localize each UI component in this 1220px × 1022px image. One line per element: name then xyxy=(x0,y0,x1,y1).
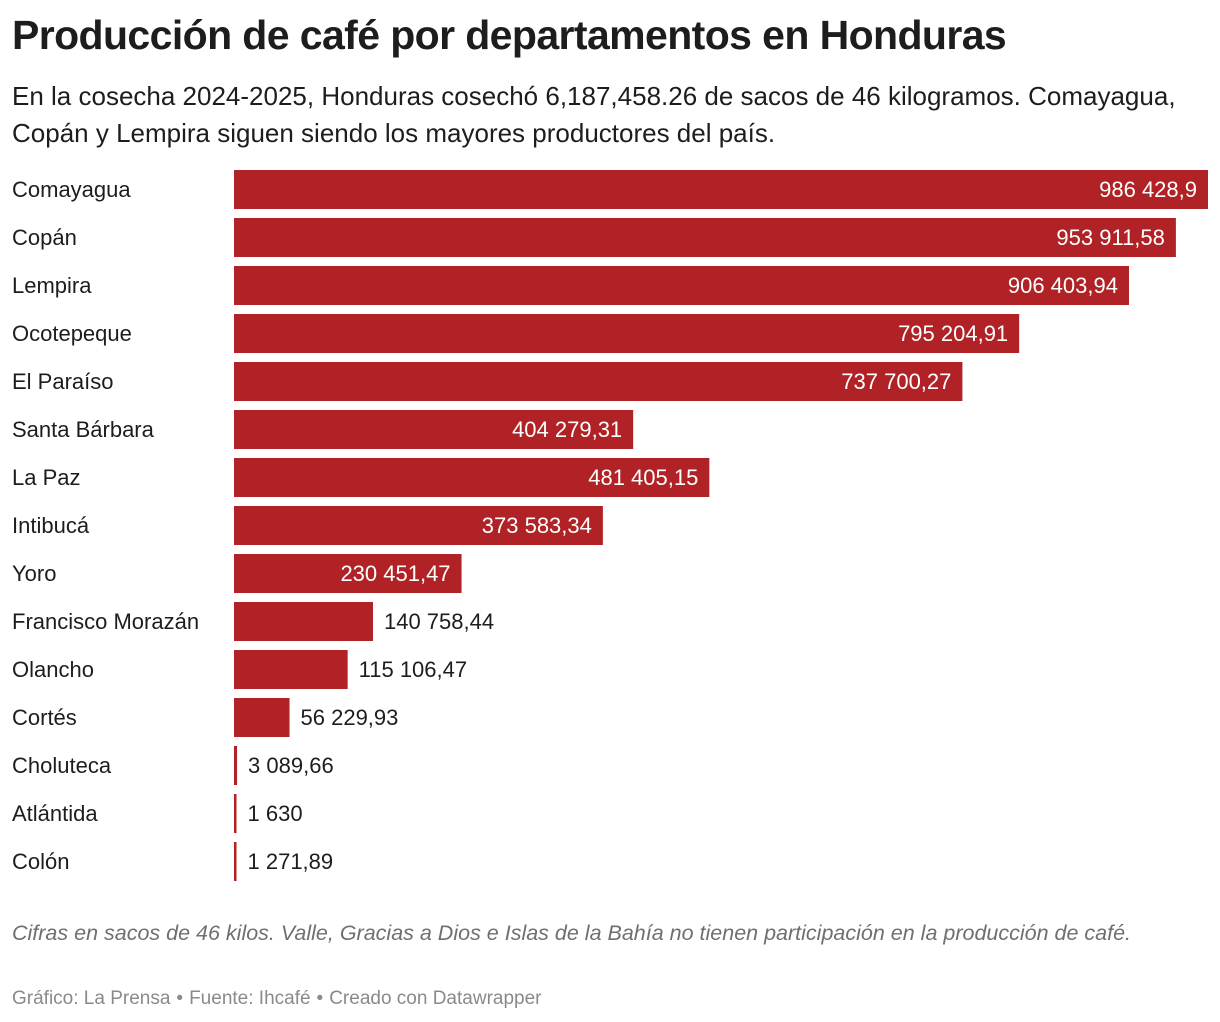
chart-title: Producción de café por departamentos en … xyxy=(12,12,1007,58)
value-label: 56 229,93 xyxy=(301,705,399,730)
category-label: Comayagua xyxy=(12,177,131,202)
category-label: Cortés xyxy=(12,705,77,730)
footer-source: Fuente: Ihcafé xyxy=(189,988,311,1009)
value-label: 115 106,47 xyxy=(359,657,467,682)
bar xyxy=(234,362,963,401)
category-label: Atlántida xyxy=(12,801,98,826)
category-label: La Paz xyxy=(12,465,81,490)
bar-chart-svg: Comayagua 986 428,9 Copán 953 911,58 Lempira… xyxy=(12,170,1208,881)
bar xyxy=(234,554,462,593)
category-label: Santa Bárbara xyxy=(12,417,155,442)
bar xyxy=(234,266,1129,305)
category-label: Lempira xyxy=(12,273,92,298)
value-label: 737 700,27 xyxy=(841,369,951,394)
chart-subtitle: En la cosecha 2024-2025, Honduras cosech… xyxy=(12,81,1176,148)
bar-chart: Comayagua 986 428,9 Copán 953 911,58 Lempira… xyxy=(0,164,1220,884)
bar xyxy=(234,746,238,785)
category-label: Ocotepeque xyxy=(12,321,132,346)
value-label: 795 204,91 xyxy=(898,321,1008,346)
bar xyxy=(234,458,710,497)
bar xyxy=(234,602,373,641)
chart-notes: Cifras en sacos de 46 kilos. Valle, Grac… xyxy=(12,921,1132,945)
value-label: 1 271,89 xyxy=(248,849,334,874)
category-label: Colón xyxy=(12,849,69,874)
footer-separator: • xyxy=(176,988,184,1009)
category-label: Olancho xyxy=(12,657,94,682)
bar xyxy=(234,410,634,449)
value-label: 230 451,47 xyxy=(340,561,450,586)
category-label: Yoro xyxy=(12,561,56,586)
footer-tool: Creado con Datawrapper xyxy=(329,988,542,1009)
bar xyxy=(234,698,290,737)
value-label: 481 405,15 xyxy=(588,465,698,490)
value-label: 906 403,94 xyxy=(1008,273,1118,298)
value-label: 373 583,34 xyxy=(482,513,592,538)
bar xyxy=(234,794,237,833)
value-label: 1 630 xyxy=(248,801,303,826)
category-label: Copán xyxy=(12,225,77,250)
category-label: El Paraíso xyxy=(12,369,114,394)
category-label: Choluteca xyxy=(12,753,112,778)
bar xyxy=(234,170,1208,209)
bar xyxy=(234,314,1020,353)
value-label: 140 758,44 xyxy=(384,609,494,634)
bar xyxy=(234,506,603,545)
category-label: Intibucá xyxy=(12,513,90,538)
value-label: 404 279,31 xyxy=(512,417,622,442)
value-label: 953 911,58 xyxy=(1056,225,1164,250)
bar xyxy=(234,650,348,689)
footer-separator: • xyxy=(316,988,324,1009)
value-label: 986 428,9 xyxy=(1099,177,1197,202)
value-label: 3 089,66 xyxy=(248,753,334,778)
category-label: Francisco Morazán xyxy=(12,609,199,634)
bar xyxy=(234,218,1176,257)
chart-footer: Gráfico: La Prensa • Fuente: Ihcafé • Creado… xyxy=(12,986,1208,1012)
bar xyxy=(234,842,237,881)
footer-credit: Gráfico: La Prensa xyxy=(12,988,171,1009)
